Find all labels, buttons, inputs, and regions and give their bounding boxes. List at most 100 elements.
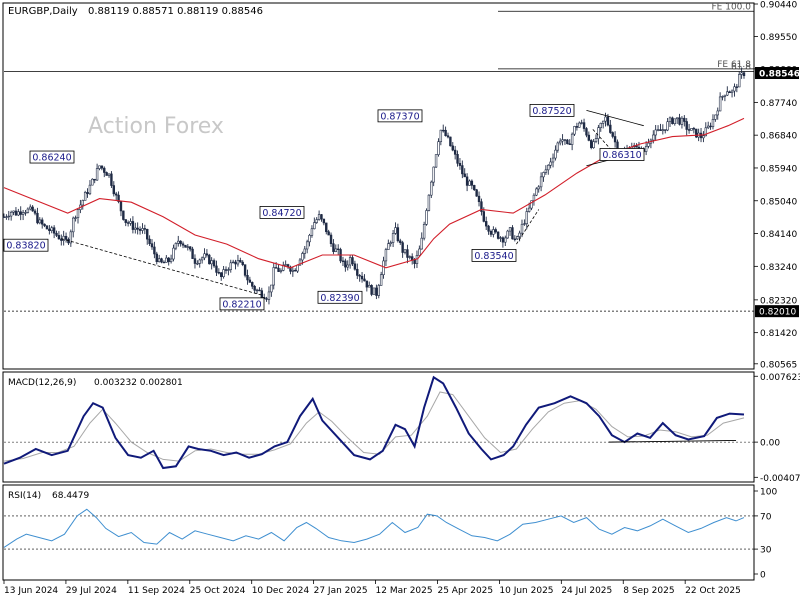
candle-body — [609, 124, 612, 133]
candle-body — [740, 72, 743, 75]
candle-body — [664, 129, 667, 131]
candle-body — [408, 256, 412, 258]
candle-body — [690, 128, 693, 131]
candle-body — [539, 176, 543, 188]
candle-body — [67, 239, 70, 244]
candle-body — [100, 165, 104, 169]
candle-body — [284, 264, 287, 266]
macd-trendline — [608, 439, 737, 443]
candle-body — [36, 212, 39, 224]
candle-body — [303, 248, 306, 254]
candle-body — [453, 149, 457, 155]
candle-body — [188, 246, 192, 250]
candle-body — [494, 229, 497, 233]
candle-body — [578, 122, 581, 128]
rsi-y-tick: 30 — [760, 546, 772, 556]
candle-body — [215, 265, 218, 273]
annotation-label: 0.87370 — [380, 111, 419, 122]
candle-body — [480, 201, 483, 212]
candle-body — [81, 200, 84, 206]
candle-body — [418, 248, 421, 256]
candle-body — [647, 142, 650, 147]
candle-body — [322, 218, 326, 224]
candle-body — [217, 272, 221, 274]
annotation-box — [3, 238, 49, 252]
candle-body — [148, 238, 151, 244]
macd-panel-frame — [2, 371, 755, 483]
candle-body — [167, 257, 170, 263]
candle-body — [74, 217, 77, 219]
candle-body — [570, 133, 574, 145]
candle-body — [379, 274, 383, 286]
candle-body — [659, 129, 662, 131]
candle-body — [222, 269, 225, 277]
candle-body — [277, 267, 280, 272]
x-tick-label: 27 Jan 2025 — [314, 586, 368, 596]
candle-body — [153, 246, 156, 255]
candle-body — [229, 262, 232, 270]
macd-y-tick: -0.004073 — [760, 474, 800, 484]
candle-body — [673, 118, 676, 124]
candle-body — [131, 221, 135, 230]
price-y-tick: 0.81420 — [760, 329, 797, 339]
annotation-label: 0.87520 — [532, 106, 571, 117]
annotation-box — [377, 109, 423, 123]
candle-body — [738, 74, 741, 88]
candle-body — [40, 219, 44, 225]
candle-body — [568, 143, 571, 145]
candle-body — [456, 154, 459, 164]
last-price-label: 0.88546 — [759, 70, 800, 80]
candle-body — [492, 229, 495, 235]
candle-body — [2, 216, 6, 218]
candle-body — [243, 264, 247, 276]
price-y-tick: 0.83240 — [760, 263, 797, 273]
candle-body — [387, 243, 390, 250]
candle-body — [685, 121, 688, 130]
annotation-box — [259, 206, 305, 219]
price-y-tick: 0.89550 — [760, 33, 797, 43]
annotation-label: 0.86240 — [32, 153, 71, 164]
support-label: 0.82010 — [759, 308, 796, 318]
candle-body — [191, 248, 194, 259]
candle-body — [513, 238, 517, 241]
candle-body — [86, 192, 89, 195]
candle-body — [382, 260, 385, 276]
rsi-y-tick: 0 — [760, 571, 766, 581]
candle-body — [334, 248, 338, 252]
candle-body — [406, 249, 409, 258]
rsi-plot — [3, 508, 754, 550]
candle-body — [294, 269, 297, 272]
candle-body — [265, 298, 268, 300]
candle-body — [511, 227, 514, 240]
annotation-label: 0.83820 — [6, 241, 45, 252]
candle-body — [484, 221, 488, 227]
candle-body — [606, 116, 610, 126]
candle-body — [420, 237, 423, 250]
candle-body — [138, 228, 142, 231]
candle-body — [599, 122, 602, 129]
candle-body — [413, 259, 416, 264]
candle-body — [446, 135, 450, 138]
candle-body — [83, 192, 87, 201]
candle-body — [346, 264, 349, 268]
candle-body — [146, 228, 149, 240]
price-y-tick: 0.90440 — [760, 1, 797, 11]
candle-body — [234, 261, 237, 265]
candle-body — [17, 211, 20, 216]
candle-body — [98, 165, 101, 169]
candle-body — [654, 129, 657, 136]
candle-body — [179, 240, 182, 245]
candle-body — [516, 236, 519, 240]
candle-body — [675, 117, 679, 120]
candle-body — [520, 223, 524, 234]
price-y-tick: 0.84140 — [760, 230, 797, 240]
macd-title-label: MACD(12,26,9) — [8, 378, 76, 388]
candle-body — [473, 185, 476, 191]
candle-body — [580, 122, 583, 124]
candle-body — [19, 211, 22, 215]
candle-body — [165, 257, 168, 263]
x-tick-label: 25 Oct 2024 — [190, 586, 246, 596]
candle-body — [384, 249, 388, 262]
candle-body — [274, 267, 278, 269]
